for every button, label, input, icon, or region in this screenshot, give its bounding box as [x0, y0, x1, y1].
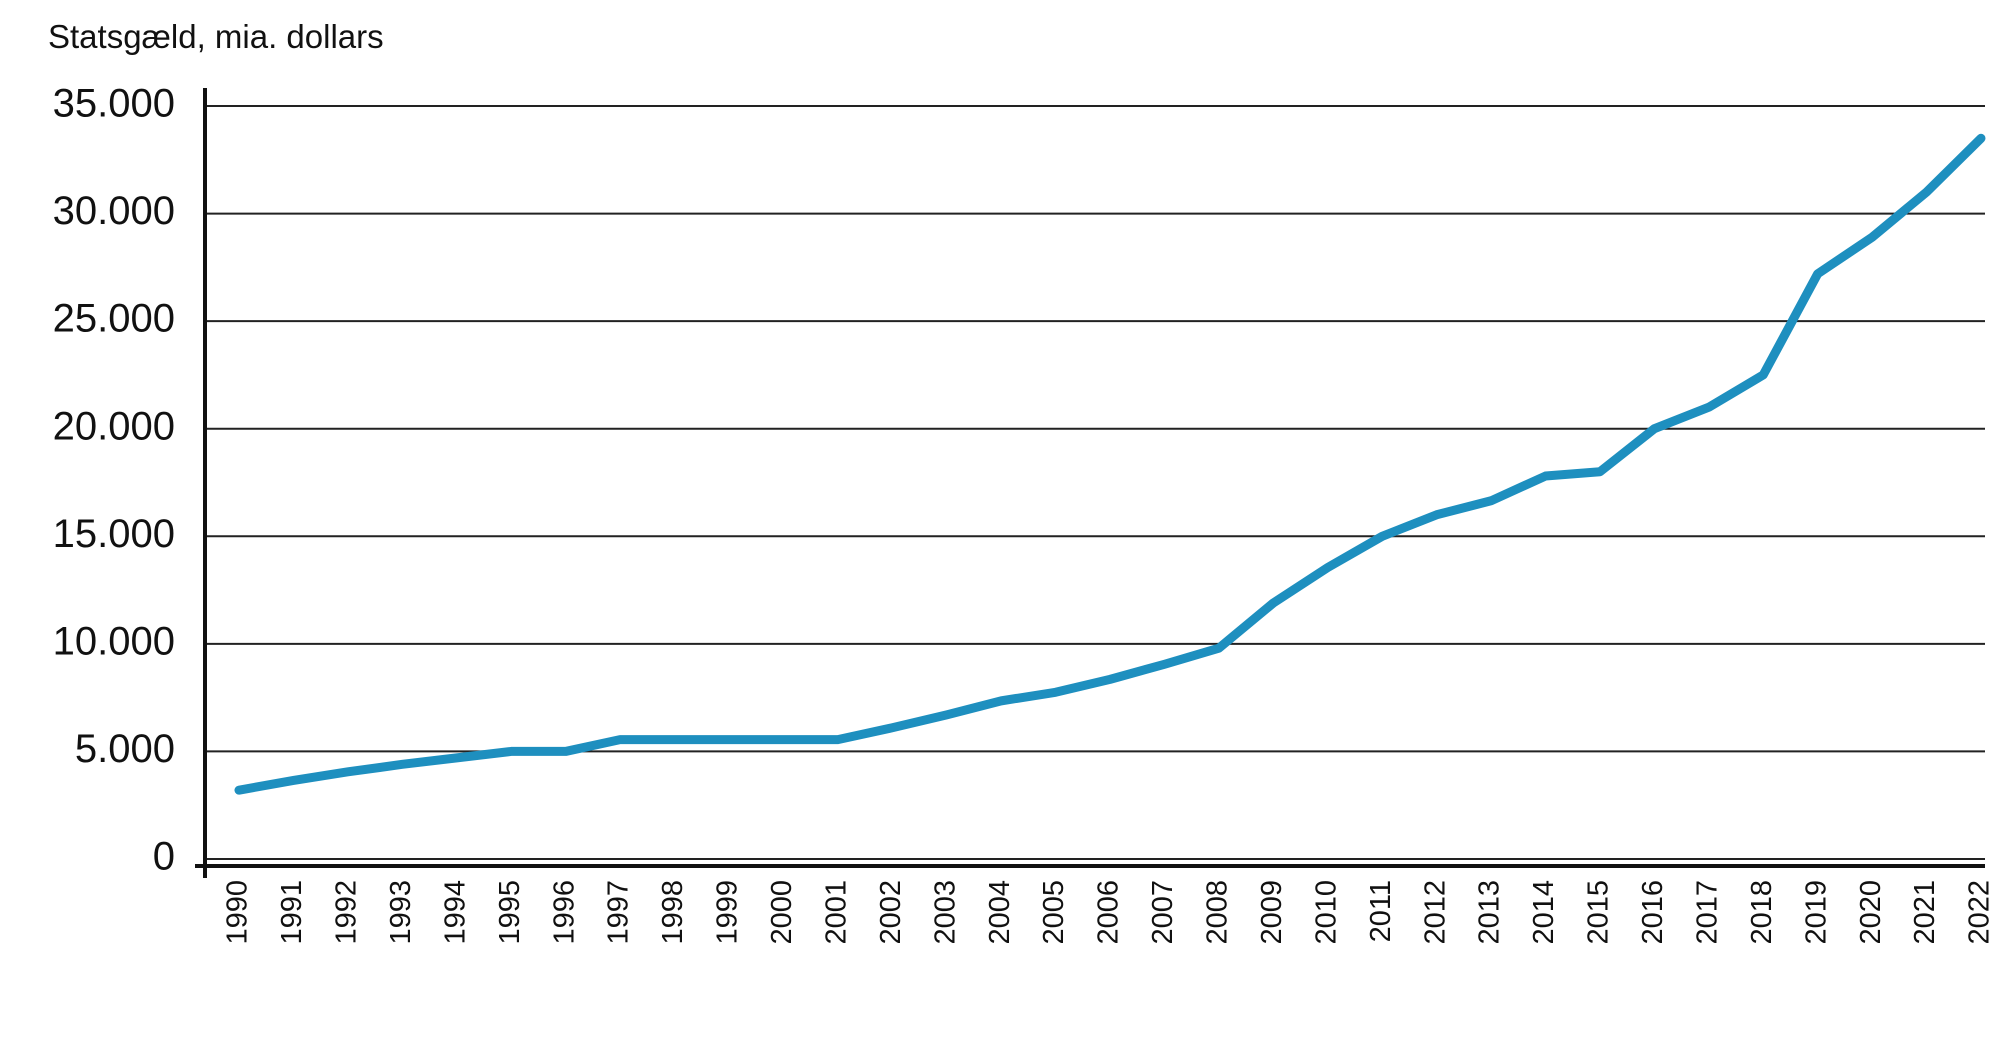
x-tick-label: 2005: [1038, 880, 1070, 945]
x-tick-label: 2008: [1202, 880, 1234, 945]
x-tick-label: 1995: [494, 880, 526, 945]
x-tick-label: 1997: [603, 880, 635, 945]
x-tick-label: 2007: [1147, 880, 1179, 945]
x-tick-label: 1999: [712, 880, 744, 945]
x-tick-label: 2013: [1474, 880, 1506, 945]
x-tick-label: 2010: [1310, 880, 1342, 945]
x-tick-label: 1996: [548, 880, 580, 945]
x-tick-label: 2004: [984, 880, 1016, 945]
x-tick-label: 2003: [929, 880, 961, 945]
x-tick-label: 2002: [875, 880, 907, 945]
x-tick-label: 2012: [1419, 880, 1451, 945]
x-tick-label: 2006: [1093, 880, 1125, 945]
y-tick-label: 5.000: [75, 727, 175, 771]
x-tick-label: 2011: [1365, 880, 1397, 942]
x-tick-label: 2017: [1691, 880, 1723, 945]
x-tick-label: 2021: [1909, 880, 1941, 945]
y-tick-label: 35.000: [53, 82, 175, 126]
x-tick-label: 2019: [1800, 880, 1832, 945]
x-tick-label: 2015: [1583, 880, 1615, 945]
x-tick-label: 1990: [222, 880, 254, 945]
y-tick-label: 20.000: [53, 404, 175, 448]
x-tick-label: 2009: [1256, 880, 1288, 945]
x-tick-label: 2018: [1746, 880, 1778, 945]
chart-title: Statsgæld, mia. dollars: [48, 18, 384, 55]
x-tick-label: 1993: [385, 880, 417, 945]
x-tick-label: 1994: [439, 880, 471, 945]
data-line: [234, 133, 1986, 795]
x-tick-label: 1992: [331, 880, 363, 945]
x-tick-label: 2000: [766, 880, 798, 945]
x-tick-label: 1998: [657, 880, 689, 945]
y-tick-label: 15.000: [53, 512, 175, 556]
x-tick-label: 2001: [820, 880, 852, 945]
x-tick-label: 2016: [1637, 880, 1669, 945]
y-tick-label: 25.000: [53, 297, 175, 341]
x-tick-label: 2022: [1964, 880, 1996, 945]
y-tick-label: 30.000: [53, 189, 175, 233]
x-tick-label: 1991: [276, 880, 308, 945]
y-tick-label: 0: [153, 835, 175, 879]
x-tick-label: 2020: [1855, 880, 1887, 945]
y-tick-label: 10.000: [53, 619, 175, 663]
x-tick-label: 2014: [1528, 880, 1560, 945]
